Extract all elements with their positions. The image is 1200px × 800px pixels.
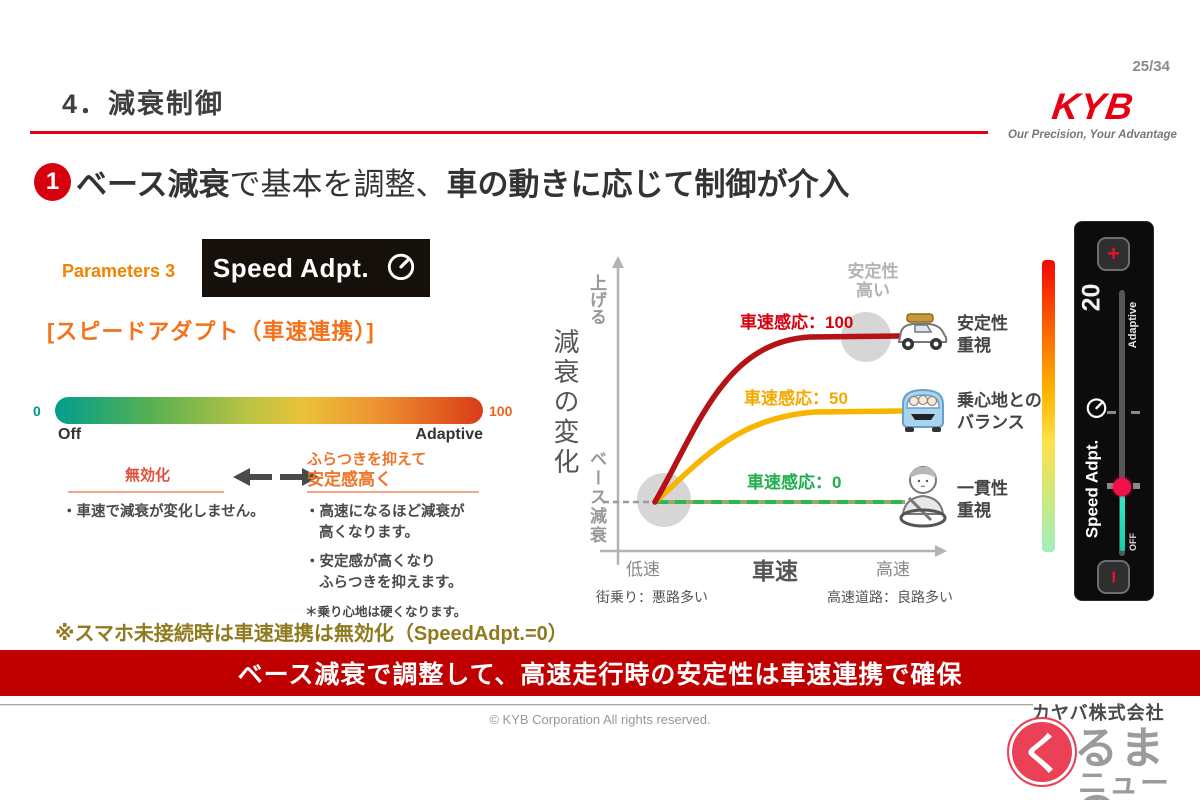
summary-banner-text: ベース減衰で調整して、高速走行時の安定性は車速連携で確保 xyxy=(237,661,963,689)
y-axis-top-label: 上げる xyxy=(587,274,606,325)
kyb-logo: KYB xyxy=(1049,86,1137,127)
stability-annotation: 安定性 高い xyxy=(847,262,899,300)
roofbox-car-icon xyxy=(893,310,951,363)
bullet-item-cont: ふらつきを抑えます。 xyxy=(319,575,463,591)
series-50-label: 車速感応：50 xyxy=(744,389,848,408)
scale-off-label: Off xyxy=(58,426,82,443)
series-50-curve xyxy=(652,408,905,505)
increase-button[interactable]: + xyxy=(1097,237,1130,271)
track-mid-tick-right xyxy=(1131,411,1140,414)
outcome-label-consistency: 一貫性 重視 xyxy=(957,479,1008,520)
disconnect-note: ※スマホ未接続時は車速連携は無効化（SpeedAdpt.=0） xyxy=(55,623,568,645)
comparison-right-underline xyxy=(307,491,479,493)
slider-active-segment xyxy=(1120,496,1125,551)
comparison-right-title-line1: ふらつきを抑えて xyxy=(307,451,427,468)
track-mid-tick-left xyxy=(1107,411,1116,414)
adaptive-scale-bar xyxy=(55,397,483,424)
y-axis-arrowhead xyxy=(612,256,624,268)
slider-track[interactable] xyxy=(1119,290,1125,556)
y-axis-label: 減衰の変化 xyxy=(550,328,580,478)
comparison-left-title: 無効化 xyxy=(124,467,170,484)
copyright-text: © KYB Corporation All rights reserved. xyxy=(489,712,711,727)
bullet-item: ・車速で減衰が変化しません。 xyxy=(62,504,265,520)
decrease-button[interactable]: − xyxy=(1097,560,1130,594)
page-number: 25/34 xyxy=(1132,58,1170,75)
speedometer-icon xyxy=(383,248,419,289)
kuruma-news-logo-text2: ニュース xyxy=(1078,768,1172,800)
parameters-label: Parameters 3 xyxy=(62,261,176,281)
slider-knob[interactable] xyxy=(1113,478,1131,496)
slider-off-label: OFF xyxy=(1128,533,1138,551)
driver-icon xyxy=(891,462,951,533)
heading-part1: ベース減衰 xyxy=(76,167,230,202)
outcome-label-comfort-balance: 乗心地との バランス xyxy=(957,391,1042,432)
family-car-icon xyxy=(895,382,951,441)
scale-max-value: 100 xyxy=(489,403,513,419)
kuruma-news-logo-text1: るまの xyxy=(1074,724,1166,800)
parameter-subtitle: [スピードアダプト（車速連携）] xyxy=(47,319,375,344)
x-tick-high: 高速 xyxy=(876,560,910,579)
summary-banner: ベース減衰で調整して、高速走行時の安定性は車速連携で確保 xyxy=(0,650,1200,696)
x-tick-high-note: 高速道路：良路多い xyxy=(827,589,953,605)
comparison-right-title: ふらつきを抑えて 安定感高く xyxy=(307,450,426,490)
footer-divider xyxy=(0,704,1033,706)
left-right-arrows-icon xyxy=(233,466,319,493)
comparison-right-bullets: ・高速になるほど減衰が 高くなります。 ・安定感が高くなり ふらつきを抑えます。… xyxy=(305,502,466,623)
x-tick-low-note: 街乗り：悪路多い xyxy=(596,589,708,605)
company-name: カヤバ株式会社 xyxy=(1032,703,1165,723)
x-axis-arrowhead xyxy=(935,545,947,557)
title-rule xyxy=(30,131,988,134)
speedometer-icon xyxy=(1084,395,1109,425)
series-100-label: 車速感応：100 xyxy=(740,313,854,332)
slider-value: 20 xyxy=(1077,283,1106,311)
series-100-curve xyxy=(652,333,903,505)
page-title: 4．減衰制御 xyxy=(62,89,225,119)
bullet-item: ・安定感が高くなり xyxy=(305,554,436,570)
comparison-right-title-line2: 安定感高く xyxy=(307,470,392,489)
bullet-item-cont: 高くなります。 xyxy=(319,525,420,541)
heading-number-badge: 1 xyxy=(34,163,71,201)
bullet-footnote: ＊乗り心地は硬くなります。 xyxy=(305,605,467,619)
speed-adpt-chip-label: Speed Adpt. xyxy=(212,252,370,283)
scale-adaptive-label: Adaptive xyxy=(415,426,483,443)
x-axis-label: 車速 xyxy=(752,558,798,584)
comparison-left-underline xyxy=(68,491,224,493)
heading-part2: で基本を調整、 xyxy=(229,167,447,202)
comparison-left-bullets: ・車速で減衰が変化しません。 xyxy=(62,502,265,523)
y-axis-base-label: ベース減衰 xyxy=(587,450,606,545)
scale-min-value: 0 xyxy=(33,403,41,419)
slider-param-label: Speed Adpt. xyxy=(1082,439,1102,539)
slide-heading: ベース減衰で基本を調整、車の動きに応じて制御が介入 xyxy=(76,159,849,204)
knob-tick-right xyxy=(1133,483,1140,489)
outcome-label-stability: 安定性 重視 xyxy=(957,314,1008,355)
damping-gradient-strip xyxy=(1042,260,1055,552)
speed-adpt-chip: Speed Adpt. xyxy=(202,239,430,297)
x-tick-low: 低速 xyxy=(626,560,660,579)
series-0-label: 車速感応：0 xyxy=(747,473,842,492)
speed-damping-chart xyxy=(600,256,947,565)
speed-adpt-slider-panel: + 20 Adaptive Speed Adpt. OFF − xyxy=(1074,221,1154,601)
kuruma-news-logo-mark: く xyxy=(1007,717,1077,787)
kyb-tagline: Our Precision, Your Advantage xyxy=(1008,129,1177,141)
bullet-item: ・高速になるほど減衰が xyxy=(305,504,465,520)
knob-tick-left xyxy=(1107,483,1114,489)
slider-mode-label: Adaptive xyxy=(1127,301,1139,349)
heading-part3: 車の動きに応じて制御が介入 xyxy=(446,167,850,202)
